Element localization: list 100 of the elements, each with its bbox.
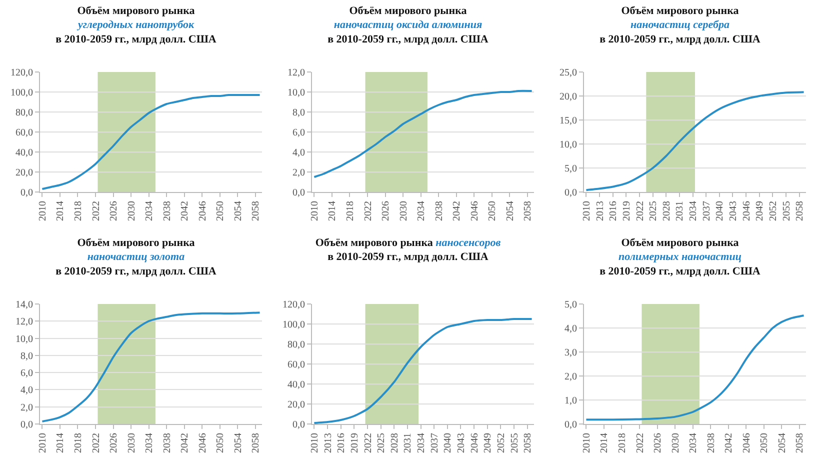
y-tick-label: 2,0 (20, 402, 33, 414)
y-tick-label: 10,0 (288, 88, 305, 98)
y-tick-label: 10,0 (16, 334, 33, 345)
x-tick-label: 2016 (608, 201, 620, 221)
x-tick-label: 2030 (670, 433, 682, 453)
x-tick-label: 2052 (768, 201, 779, 221)
x-tick-label: 2050 (215, 201, 226, 221)
chart-title: Объём мирового рынка (315, 236, 434, 249)
x-tick-label: 2028 (661, 201, 672, 221)
x-tick-label: 2055 (509, 433, 520, 453)
x-tick-label: 2010 (581, 201, 592, 221)
y-tick-label: 6,0 (292, 128, 305, 138)
x-tick-label: 2049 (482, 433, 494, 453)
x-tick-label: 2022 (90, 433, 102, 453)
y-tick-label: 80,0 (16, 108, 33, 118)
y-tick-label: 5,0 (564, 300, 577, 310)
line-series (585, 91, 805, 192)
y-tick-label: 100,0 (10, 88, 33, 98)
y-tick-label: 6,0 (20, 368, 33, 380)
x-tick-label: 2058 (522, 201, 534, 221)
x-tick-label: 2030 (126, 201, 138, 221)
y-tick-label: 4,0 (292, 148, 305, 158)
y-tick-label: 120,0 (10, 68, 33, 78)
x-tick-label: 2034 (416, 201, 428, 221)
x-tick-label: 2026 (380, 201, 392, 221)
x-tick-label: 2034 (416, 433, 428, 453)
y-tick-label: 4,0 (564, 324, 577, 334)
chart-subtitle: наночастиц оксида алюминия (334, 19, 482, 32)
x-tick-label: 2019 (621, 201, 632, 221)
line-series (41, 94, 261, 190)
x-tick-label: 2034 (688, 201, 700, 221)
chart-title: Объём мирового рынка (77, 4, 196, 17)
y-tick-label: 2,0 (292, 168, 305, 178)
y-tick-label: 120,0 (282, 300, 305, 310)
x-tick-label: 2030 (126, 433, 138, 453)
text: в 2010-2059 гг., млрд долл. США (600, 266, 760, 278)
x-tick-label: 2031 (402, 433, 414, 453)
x-tick-label: 2010 (37, 433, 48, 453)
x-tick-label: 2046 (197, 201, 208, 221)
text: в 2010-2059 гг., млрд долл. США (600, 34, 760, 46)
x-tick-label: 2013 (594, 201, 606, 221)
x-tick-label: 2034 (144, 433, 156, 453)
y-tick-label: 0,0 (20, 420, 33, 430)
x-tick-label: 2034 (144, 201, 156, 221)
x-tick-label: 2046 (741, 433, 752, 453)
x-tick-label: 2046 (469, 201, 480, 221)
text: в 2010-2059 гг., млрд долл. США (56, 34, 216, 46)
x-tick-label: 2049 (754, 201, 766, 221)
x-tick-label: 2054 (232, 433, 244, 453)
x-tick-label: 2022 (362, 201, 374, 221)
y-tick-label: 12,0 (16, 316, 33, 328)
x-tick-label: 2054 (232, 201, 244, 221)
x-tick-label: 2058 (794, 201, 806, 221)
x-tick-label: 2058 (794, 433, 806, 453)
y-tick-label: 40,0 (16, 148, 33, 158)
x-tick-label: 2014 (55, 433, 66, 453)
x-tick-label: 2026 (108, 433, 120, 453)
chart-subtitle: наночастиц золота (87, 251, 186, 264)
y-tick-label: 1,0 (564, 396, 577, 406)
x-tick-label: 2046 (741, 201, 752, 221)
y-tick-label: 20,0 (16, 168, 33, 178)
x-tick-label: 2042 (180, 433, 191, 453)
x-tick-label: 2052 (496, 433, 507, 453)
y-tick-label: 0,0 (292, 188, 305, 198)
chart-title: Объём мирового рынка (621, 4, 740, 17)
line-series (41, 312, 261, 422)
x-tick-label: 2040 (714, 201, 726, 221)
chart-subtitle: наночастиц серебра (630, 19, 730, 32)
y-tick-label: 40,0 (288, 380, 305, 390)
x-tick-label: 2038 (706, 433, 717, 453)
x-tick-label: 2042 (452, 201, 463, 221)
x-tick-label: 2026 (652, 433, 664, 453)
x-tick-label: 2028 (389, 433, 400, 453)
x-tick-label: 2018 (344, 201, 356, 221)
y-tick-label: 2,0 (564, 372, 577, 382)
x-tick-label: 2014 (599, 433, 610, 453)
x-tick-label: 2043 (728, 201, 739, 221)
x-tick-label: 2010 (309, 433, 320, 453)
x-tick-label: 2037 (701, 201, 712, 221)
line-series (313, 318, 533, 424)
y-tick-label: 0,0 (292, 420, 305, 430)
y-tick-label: 60,0 (16, 128, 33, 138)
y-tick-label: 5,0 (564, 164, 577, 174)
x-tick-label: 2038 (162, 201, 173, 221)
x-tick-label: 2014 (327, 201, 338, 221)
y-tick-label: 4,0 (20, 385, 33, 396)
chart-subtitle: углеродных нанотрубок (76, 19, 194, 32)
x-tick-label: 2040 (442, 433, 454, 453)
y-tick-label: 8,0 (292, 108, 305, 118)
x-tick-label: 2026 (108, 201, 120, 221)
x-tick-label: 2025 (376, 433, 388, 453)
y-tick-label: 12,0 (288, 68, 305, 78)
x-tick-label: 2010 (37, 201, 48, 221)
x-tick-label: 2022 (634, 201, 646, 221)
x-tick-label: 2054 (504, 201, 516, 221)
y-tick-label: 80,0 (288, 340, 305, 350)
x-tick-label: 2050 (487, 201, 498, 221)
y-tick-label: 0,0 (20, 188, 33, 198)
x-tick-label: 2022 (90, 201, 102, 221)
y-tick-label: 3,0 (564, 348, 577, 358)
